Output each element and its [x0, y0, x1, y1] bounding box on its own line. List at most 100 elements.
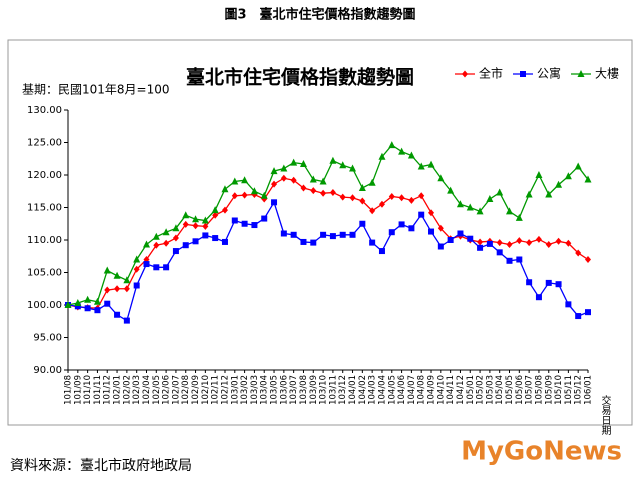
marker — [496, 249, 503, 256]
marker — [388, 229, 395, 236]
y-tick-label: 95.00 — [33, 333, 62, 344]
marker — [250, 187, 258, 195]
marker — [339, 161, 347, 169]
marker — [359, 197, 366, 205]
marker — [133, 265, 140, 273]
marker — [211, 206, 219, 214]
x-tick-label: 103/09 — [309, 375, 319, 405]
marker — [545, 279, 552, 286]
marker — [388, 192, 395, 200]
x-tick-label: 102/05 — [152, 375, 162, 405]
x-tick-label: 105/08 — [534, 375, 544, 405]
x-tick-label: 104/09 — [427, 375, 437, 405]
marker — [142, 240, 150, 248]
marker — [428, 228, 435, 235]
x-tick-label: 102/08 — [181, 375, 191, 405]
marker — [310, 239, 317, 246]
marker — [575, 313, 582, 320]
marker — [133, 282, 140, 289]
marker — [574, 162, 582, 170]
x-tick-label: 103/04 — [260, 375, 270, 405]
marker — [496, 188, 504, 196]
x-tick-label: 102/03 — [132, 375, 142, 405]
marker — [221, 206, 228, 214]
marker — [476, 207, 484, 215]
x-tick-label: 102/01 — [113, 375, 123, 405]
marker — [290, 231, 297, 238]
x-tick-label: 102/07 — [171, 375, 181, 405]
x-tick-label: 103/12 — [338, 375, 348, 405]
marker — [545, 241, 552, 249]
marker — [123, 276, 131, 284]
y-tick-label: 125.00 — [27, 138, 62, 149]
x-tick-label: 105/04 — [495, 375, 505, 405]
x-tick-label: 104/01 — [348, 375, 358, 405]
marker — [172, 224, 180, 232]
marker — [585, 256, 591, 263]
marker — [378, 248, 385, 255]
marker — [182, 211, 190, 219]
x-tick-label: 104/04 — [377, 375, 387, 405]
marker — [516, 256, 523, 263]
marker — [104, 286, 111, 294]
marker — [103, 266, 111, 274]
marker — [202, 232, 209, 239]
marker — [349, 194, 356, 202]
x-axis-label: 交易日期 — [599, 394, 611, 436]
marker — [477, 244, 484, 251]
marker — [520, 71, 526, 77]
x-tick-label: 104/11 — [446, 375, 456, 405]
x-tick-label: 105/02 — [476, 375, 486, 405]
marker — [114, 285, 121, 293]
marker — [74, 299, 82, 307]
marker — [428, 209, 435, 217]
marker — [467, 235, 474, 242]
marker — [447, 186, 455, 194]
marker — [486, 195, 494, 203]
marker — [555, 237, 562, 245]
marker — [260, 191, 268, 199]
x-tick-label: 104/02 — [358, 375, 368, 405]
marker — [329, 233, 336, 240]
marker — [462, 70, 468, 78]
x-tick-label: 103/02 — [240, 375, 250, 405]
y-tick-label: 100.00 — [27, 300, 62, 311]
marker — [329, 156, 337, 164]
marker — [152, 232, 160, 240]
x-tick-label: 102/10 — [201, 375, 211, 405]
x-tick-label: 103/10 — [319, 375, 329, 405]
marker — [113, 271, 121, 279]
marker — [564, 172, 572, 180]
x-tick-label: 103/07 — [289, 375, 299, 405]
marker — [506, 241, 513, 249]
marker — [577, 70, 585, 77]
marker — [575, 249, 582, 257]
marker — [408, 196, 415, 204]
marker — [565, 239, 572, 247]
x-tick-label: 106/01 — [584, 375, 594, 405]
marker — [398, 221, 405, 228]
marker — [153, 264, 160, 271]
marker — [457, 230, 464, 237]
legend-label: 大樓 — [595, 66, 619, 81]
marker — [241, 191, 248, 199]
x-tick-label: 103/05 — [270, 375, 280, 405]
x-tick-label: 104/08 — [417, 375, 427, 405]
chart-title: 臺北市住宅價格指數趨勢圖 — [186, 66, 414, 89]
y-tick-label: 130.00 — [27, 105, 62, 116]
marker — [163, 239, 170, 247]
marker — [280, 164, 288, 172]
marker — [319, 177, 327, 185]
marker — [427, 160, 435, 168]
x-tick-label: 103/01 — [230, 375, 240, 405]
x-tick-label: 104/06 — [397, 375, 407, 405]
marker — [309, 175, 317, 183]
marker — [418, 192, 425, 200]
x-tick-label: 104/03 — [368, 375, 378, 405]
marker — [565, 301, 572, 308]
marker — [320, 189, 327, 197]
marker — [192, 215, 200, 223]
x-tick-label: 105/11 — [564, 375, 574, 405]
marker — [280, 230, 287, 237]
